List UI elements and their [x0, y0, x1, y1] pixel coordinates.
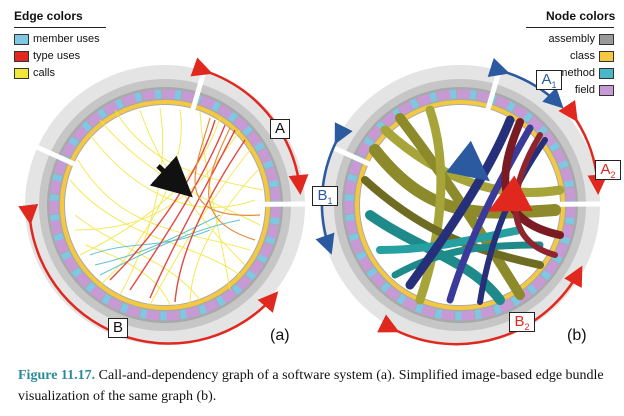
caption-text: Call-and-dependency graph of a software … [18, 368, 604, 404]
panel-b-label-a1: A1 [536, 70, 562, 90]
node-legend-item-class: class [570, 50, 614, 62]
panel-b-label-a2: A2 [595, 160, 621, 180]
swatch-type-uses [14, 50, 29, 62]
panel-b-label-b1: B1 [312, 186, 338, 206]
node-legend-title: Node colors [546, 9, 616, 23]
legend-label: assembly [548, 33, 595, 45]
swatch-calls [14, 67, 29, 79]
panel-b-graph [315, 57, 608, 346]
panel-b-label-b2: B2 [509, 312, 535, 332]
swatch-field [599, 84, 614, 96]
panel-a-label-a: A [270, 119, 290, 139]
swatch-class [599, 50, 614, 62]
legend-label: type uses [33, 50, 81, 62]
panel-b-tag: (b) [567, 327, 587, 344]
node-legend-item-field: field [575, 84, 614, 96]
figure: Edge colors member uses type uses calls … [14, 9, 621, 346]
edge-legend-title: Edge colors [14, 9, 83, 23]
edge-legend-item-calls: calls [14, 67, 55, 79]
panel-a-label-b: B [108, 318, 128, 338]
swatch-member-uses [14, 33, 29, 45]
figure-graphic [18, 57, 608, 346]
panel-a-tag: (a) [270, 327, 290, 344]
swatch-method [599, 67, 614, 79]
legend-label: calls [33, 67, 56, 79]
legend-label: member uses [33, 33, 100, 45]
edge-legend-item-type-uses: type uses [14, 50, 80, 62]
legend-label: field [574, 84, 595, 96]
figure-caption: Figure 11.17. Call-and-dependency graph … [18, 365, 614, 407]
panel-a-graph [18, 57, 309, 345]
figure-number: Figure 11.17. [18, 368, 96, 383]
node-legend-rule [526, 27, 614, 28]
edge-legend-rule [14, 27, 106, 28]
swatch-assembly [599, 33, 614, 45]
edge-legend-item-member-uses: member uses [14, 33, 100, 45]
node-legend-item-assembly: assembly [549, 33, 614, 45]
legend-label: class [569, 50, 595, 62]
node-legend-item-method: method [558, 67, 614, 79]
legend-label: method [558, 67, 595, 79]
